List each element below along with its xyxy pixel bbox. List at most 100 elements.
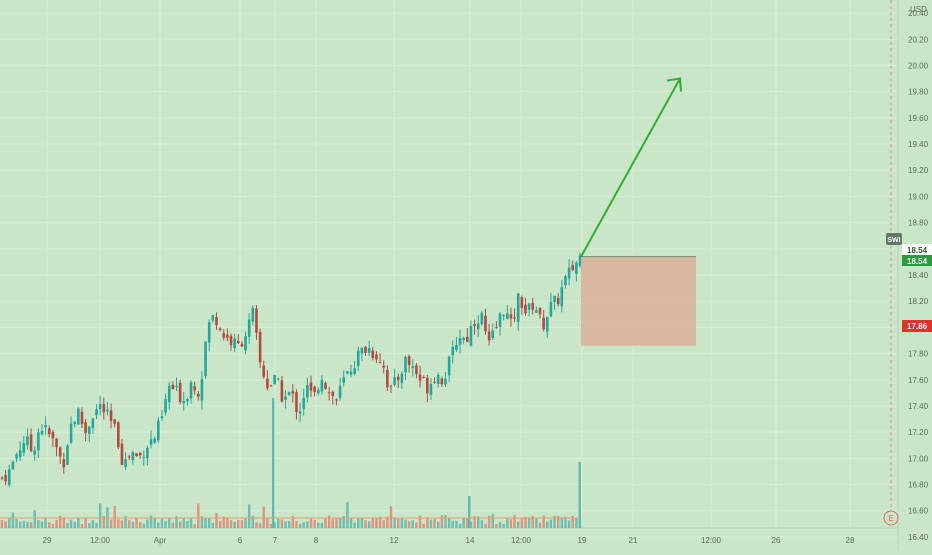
volume-bar	[200, 516, 204, 528]
target-arrow-line[interactable]	[580, 78, 681, 258]
y-tick-label: 20.40	[908, 9, 929, 18]
stop-price-label-value: 17.86	[907, 322, 928, 331]
target-arrow-head[interactable]	[666, 77, 682, 92]
candle-body	[426, 377, 429, 394]
candle-body	[106, 409, 109, 412]
volume-bar	[320, 523, 324, 528]
x-tick-label: 8	[314, 536, 319, 545]
candle-body	[280, 380, 284, 402]
candle-body	[40, 430, 44, 435]
stop-loss-zone[interactable]	[581, 256, 696, 346]
candle-body	[440, 378, 444, 385]
volume-bar	[567, 520, 571, 528]
volume-bar	[171, 522, 175, 528]
volume-bar	[306, 521, 309, 528]
y-tick-label: 20.20	[908, 35, 929, 44]
candle-body	[444, 378, 447, 385]
candle-body	[95, 409, 98, 416]
volume-bar	[26, 521, 29, 528]
candle-body	[7, 469, 11, 485]
volume-bar	[124, 515, 127, 528]
volume-bar	[287, 521, 291, 528]
x-tick-label: 12:00	[511, 536, 532, 545]
earnings-marker[interactable]: E	[883, 510, 899, 526]
candle-body	[127, 456, 131, 458]
x-tick-label: 26	[772, 536, 781, 545]
volume-bar	[33, 510, 36, 528]
time-axis[interactable]: 29 12:00 Apr 6 7 8 12 14 12:00 19 21 12:00 26 28	[43, 536, 855, 545]
volume-bar	[389, 506, 393, 528]
candle-body	[458, 338, 462, 345]
volume-bar	[40, 521, 44, 528]
candle-body	[153, 438, 156, 443]
volume-bar	[393, 517, 396, 528]
candle-body	[535, 310, 538, 313]
trade-plan-overlay[interactable]	[580, 77, 696, 346]
candle-body	[29, 434, 33, 452]
volume-bar	[469, 521, 473, 528]
current-price-label-top-bg	[902, 244, 932, 255]
candle-body	[44, 424, 47, 428]
candle-body	[386, 370, 389, 388]
candle-body	[509, 314, 513, 319]
volume-bar	[524, 516, 527, 528]
candle-body	[306, 385, 309, 398]
volume-bar	[477, 516, 480, 528]
candle-body	[524, 304, 527, 314]
x-tick-label: 6	[238, 536, 243, 545]
candle-body	[393, 377, 396, 385]
candle-body	[353, 368, 356, 375]
y-tick-label: 19.60	[908, 114, 929, 123]
volume-bar	[560, 517, 564, 528]
volume-bar	[447, 517, 451, 528]
candle-body	[240, 343, 244, 347]
candle-body	[273, 374, 276, 385]
candle-body	[302, 397, 306, 409]
candle-body	[26, 436, 29, 446]
x-tick-label: 12	[390, 536, 399, 545]
volume-bar	[204, 518, 207, 528]
candle-body	[37, 432, 40, 451]
candle-body	[469, 325, 473, 346]
candle-body	[404, 356, 407, 373]
candle-body	[80, 411, 84, 425]
volume-bar	[549, 519, 553, 528]
candle-body	[138, 452, 142, 456]
volume-spike	[272, 398, 275, 528]
volume-bar	[418, 515, 422, 528]
candle-body	[233, 338, 236, 349]
volume-bar	[91, 520, 95, 528]
volume-bar	[128, 520, 131, 528]
candle-body	[349, 371, 353, 375]
volume-bar	[51, 523, 55, 528]
volume-bar	[462, 518, 465, 528]
symbol-badge[interactable]: SWI	[886, 233, 902, 245]
volume-bar	[113, 506, 116, 528]
volume-bar	[542, 515, 545, 528]
volume-bar	[335, 518, 338, 528]
volume-bar	[327, 515, 331, 528]
y-tick-label: 16.80	[908, 481, 929, 490]
candle-body	[466, 336, 469, 342]
volume-bar	[458, 523, 462, 528]
volume-bar	[48, 522, 51, 528]
candle-body	[309, 382, 313, 391]
volume-bar	[291, 515, 295, 528]
x-tick-label: 14	[466, 536, 475, 545]
x-tick-label: 12:00	[701, 536, 722, 545]
candle-body	[207, 322, 211, 343]
volume-bar	[88, 523, 91, 528]
current-price-label-bg	[902, 255, 932, 266]
y-tick-label: 17.40	[908, 402, 929, 411]
candle-body	[498, 313, 502, 327]
volume-bar	[277, 518, 280, 528]
candle-body	[571, 265, 575, 271]
candle-body	[189, 382, 193, 399]
candle-body	[564, 276, 567, 285]
volume-bar	[546, 521, 549, 528]
candle-body	[142, 457, 146, 459]
y-tick-label: 19.80	[908, 88, 929, 97]
candle-body	[542, 317, 545, 330]
